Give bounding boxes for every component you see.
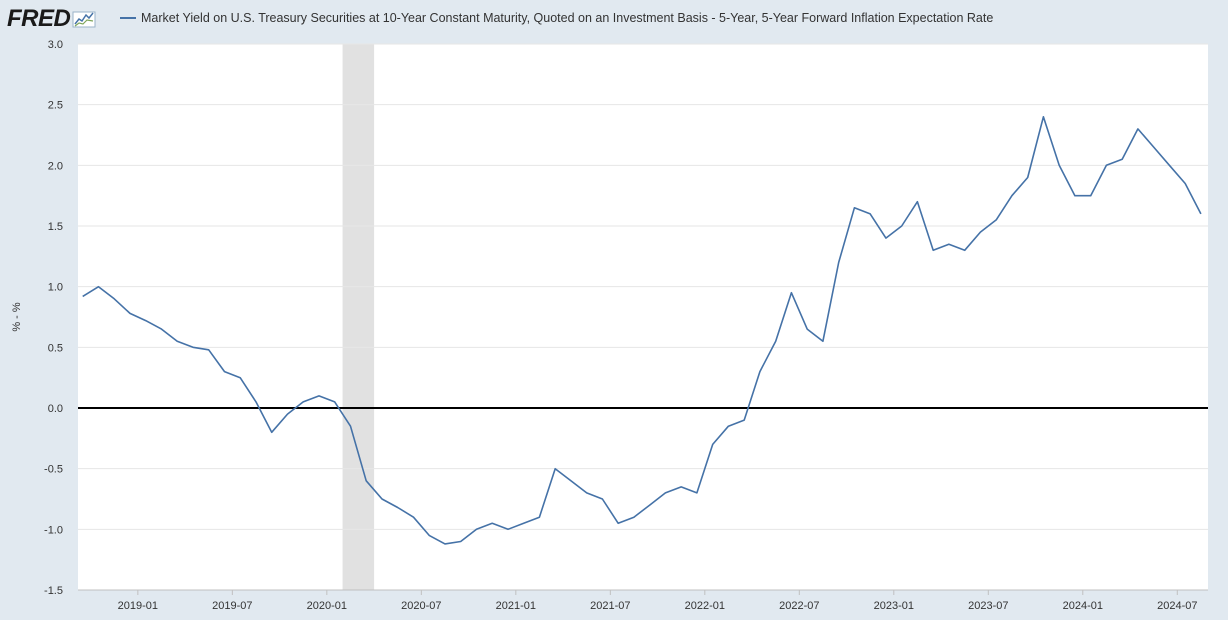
x-tick-label: 2022-01 <box>685 600 725 612</box>
x-axis: 2019-01 2019-07 2020-01 2020-07 2021-01 2021-… <box>118 590 1197 612</box>
chart-legend: Market Yield on U.S. Treasury Securities… <box>120 11 993 25</box>
x-tick-label: 2023-07 <box>968 600 1008 612</box>
y-tick-label: 2.0 <box>48 160 63 172</box>
fred-logo[interactable]: FRED <box>7 5 96 33</box>
y-axis-label: % - % <box>11 302 23 332</box>
series-line <box>82 116 1202 545</box>
x-tick-label: 2021-01 <box>496 600 536 612</box>
y-tick-label: -1.5 <box>44 585 63 597</box>
legend-label: Market Yield on U.S. Treasury Securities… <box>141 11 994 25</box>
y-tick-label: 1.0 <box>48 282 63 294</box>
y-tick-label: 0.5 <box>48 342 63 354</box>
x-tick-label: 2020-01 <box>307 600 347 612</box>
y-tick-label: 1.5 <box>48 221 63 233</box>
y-axis: -1.5 -1.0 -0.5 0.0 0.5 1.0 1.5 2.0 2.5 3.0 <box>44 39 63 597</box>
x-tick-label: 2019-01 <box>118 600 158 612</box>
chart-logo-icon <box>72 11 96 28</box>
x-tick-label: 2024-01 <box>1063 600 1103 612</box>
y-tick-label: 3.0 <box>48 39 63 51</box>
y-tick-label: 0.0 <box>48 403 63 415</box>
legend-swatch <box>120 17 136 19</box>
x-tick-label: 2021-07 <box>590 600 630 612</box>
y-tick-label: 2.5 <box>48 100 63 112</box>
x-tick-label: 2022-07 <box>779 600 819 612</box>
x-tick-label: 2024-07 <box>1157 600 1197 612</box>
fred-logo-text: FRED <box>7 5 71 32</box>
recession-shading-layer <box>342 44 375 590</box>
chart-header: FRED Market Yield on U.S. Treasury Secur… <box>0 0 1228 36</box>
recession-band <box>342 44 375 590</box>
x-tick-label: 2020-07 <box>401 600 441 612</box>
y-tick-label: -1.0 <box>44 524 63 536</box>
x-tick-label: 2019-07 <box>212 600 252 612</box>
y-tick-label: -0.5 <box>44 464 63 476</box>
x-tick-label: 2023-01 <box>874 600 914 612</box>
plot-area <box>78 44 1208 590</box>
